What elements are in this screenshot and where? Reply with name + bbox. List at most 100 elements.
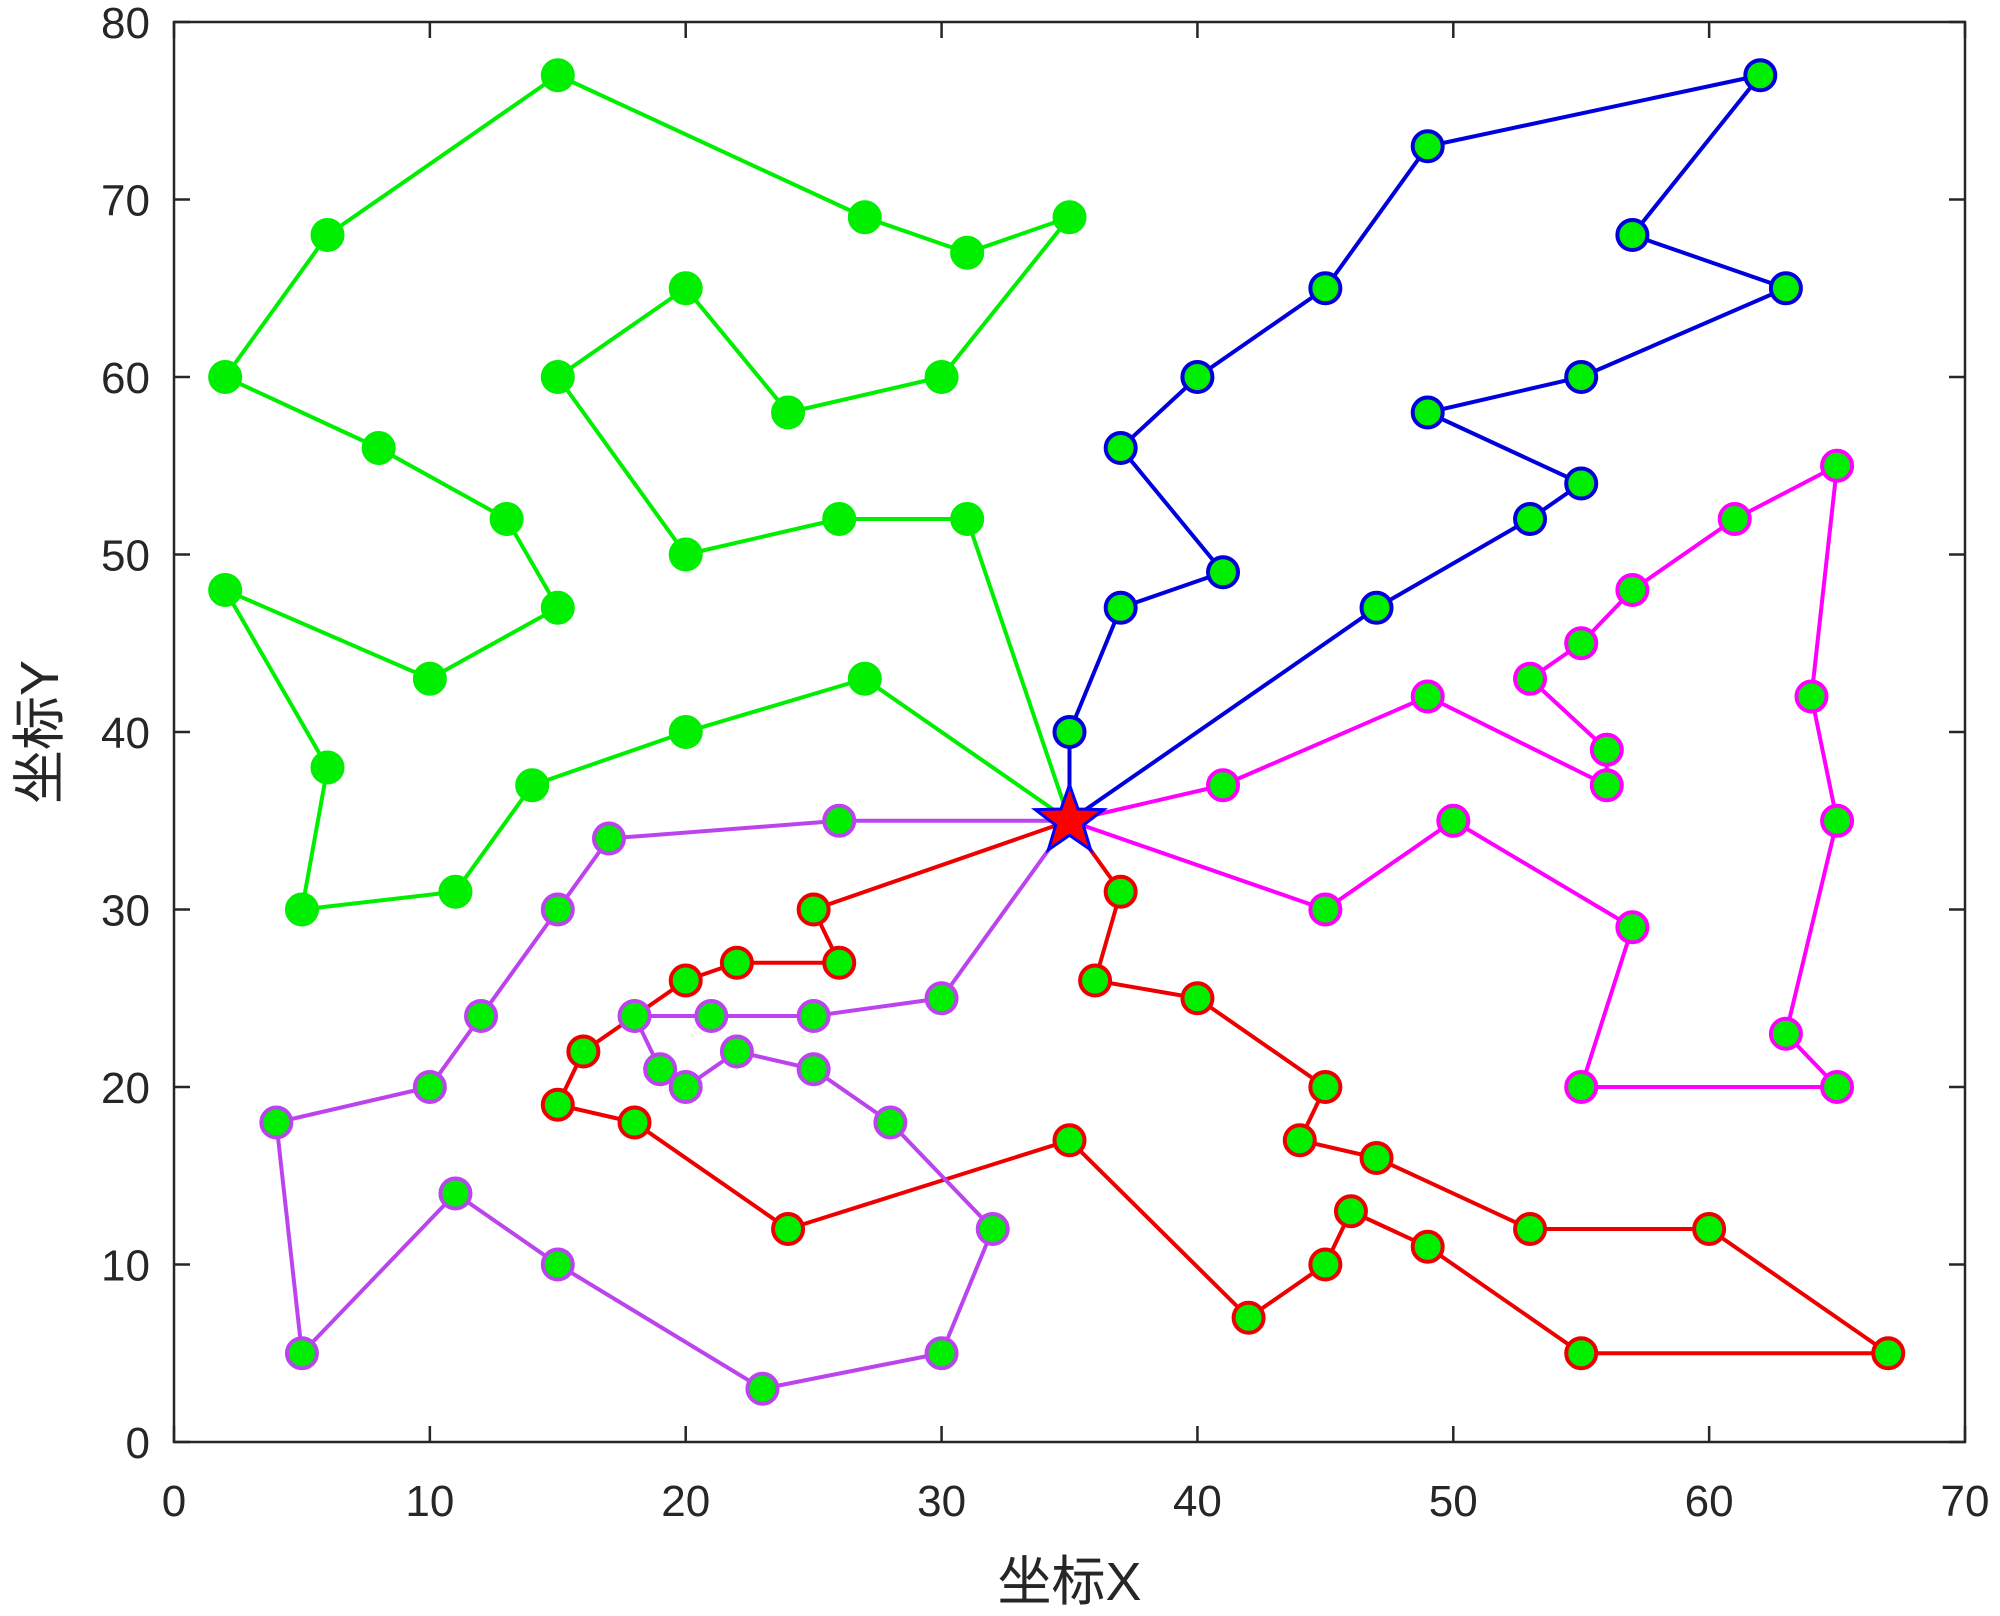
customer-point [1359, 590, 1394, 625]
y-axis-label: 坐标Y [10, 660, 70, 804]
customer-point [1743, 58, 1778, 93]
customer-point [208, 573, 243, 607]
customer-point [617, 999, 652, 1033]
customer-point [591, 821, 626, 856]
x-tick-label: 50 [1429, 1477, 1478, 1526]
customer-point [924, 1336, 959, 1371]
customer-point [515, 768, 550, 803]
customer-point [1768, 1016, 1803, 1051]
route-line [223, 73, 1072, 912]
customer-point [694, 999, 729, 1033]
customer-point [540, 590, 575, 625]
x-tick-label: 10 [405, 1477, 454, 1526]
customer-point [361, 431, 396, 465]
route-series-1 [208, 58, 1087, 927]
y-tick-label: 40 [101, 709, 150, 758]
customer-point [745, 1371, 780, 1406]
customer-point [1410, 679, 1445, 714]
customer-point [1820, 803, 1855, 838]
customer-point [438, 1176, 473, 1211]
customer-point [540, 892, 575, 927]
customer-point [1359, 1141, 1394, 1175]
customer-point [540, 58, 575, 93]
customer-point [1410, 1229, 1445, 1264]
customer-point [438, 874, 473, 909]
customer-point [668, 1070, 703, 1104]
customer-point [284, 1336, 319, 1371]
route-series-4 [540, 818, 1906, 1371]
customer-point [1513, 661, 1548, 696]
customer-point [719, 945, 754, 980]
customer-point [1180, 981, 1215, 1016]
customer-point [1052, 1123, 1087, 1158]
customer-point [208, 360, 243, 394]
customer-point [1410, 395, 1445, 430]
customer-point [310, 750, 345, 785]
route-series-5 [259, 803, 1072, 1406]
customer-point [1589, 768, 1624, 803]
y-tick-label: 10 [101, 1242, 150, 1291]
customer-point [1717, 502, 1752, 536]
customer-point [822, 803, 857, 838]
customer-point [1768, 271, 1803, 306]
y-tick-label: 50 [101, 532, 150, 581]
customer-point [1615, 910, 1650, 945]
customer-point [1820, 1070, 1855, 1104]
customer-point [1564, 1336, 1599, 1371]
customer-point [873, 1105, 908, 1140]
customer-point [1564, 360, 1599, 394]
y-tick-label: 80 [101, 0, 150, 48]
customer-point [259, 1105, 294, 1140]
customer-point [796, 999, 831, 1033]
x-tick-label: 60 [1685, 1477, 1734, 1526]
y-tick-label: 20 [101, 1064, 150, 1113]
customer-point [1692, 1212, 1727, 1246]
customer-point [412, 1070, 447, 1104]
customer-point [464, 999, 499, 1033]
route-series-3 [1068, 448, 1855, 1104]
customer-point [1410, 129, 1445, 164]
customer-point [847, 661, 882, 696]
customer-point [540, 1247, 575, 1282]
customer-point [975, 1212, 1010, 1246]
customer-point [1820, 448, 1855, 483]
x-tick-label: 40 [1173, 1477, 1222, 1526]
x-tick-label: 0 [162, 1477, 186, 1526]
customer-point [847, 200, 882, 235]
customer-point [1052, 715, 1087, 749]
series-layer [208, 58, 1906, 1406]
customer-point [1103, 874, 1138, 909]
customer-point [1871, 1336, 1906, 1371]
depot-layer [1030, 780, 1109, 854]
customer-point [771, 395, 806, 430]
customer-point [566, 1034, 601, 1069]
customer-point [1206, 555, 1241, 590]
customer-point [796, 892, 831, 927]
customer-point [771, 1212, 806, 1246]
y-tick-label: 70 [101, 177, 150, 226]
customer-point [540, 360, 575, 394]
customer-point [1615, 573, 1650, 607]
customer-point [1078, 963, 1113, 998]
plot-frame [172, 20, 1967, 1444]
customer-point [719, 1034, 754, 1069]
customer-point [1282, 1123, 1317, 1158]
customer-point [1308, 892, 1343, 927]
customer-point [1308, 1070, 1343, 1104]
customer-point [1308, 271, 1343, 306]
customer-point [924, 981, 959, 1016]
customer-point [668, 715, 703, 749]
customer-point [1103, 590, 1138, 625]
customer-point [950, 502, 985, 536]
x-axis-label: 坐标X [997, 1552, 1141, 1612]
customer-point [668, 271, 703, 306]
x-tick-label: 20 [661, 1477, 710, 1526]
customer-point [950, 235, 985, 270]
customer-point [1794, 679, 1829, 714]
y-tick-label: 30 [101, 887, 150, 936]
axis-ticks: 0 10 20 30 40 50 60 70 0 10 20 30 40 50 60 70 80 [101, 0, 1989, 1526]
x-tick-label: 30 [917, 1477, 966, 1526]
